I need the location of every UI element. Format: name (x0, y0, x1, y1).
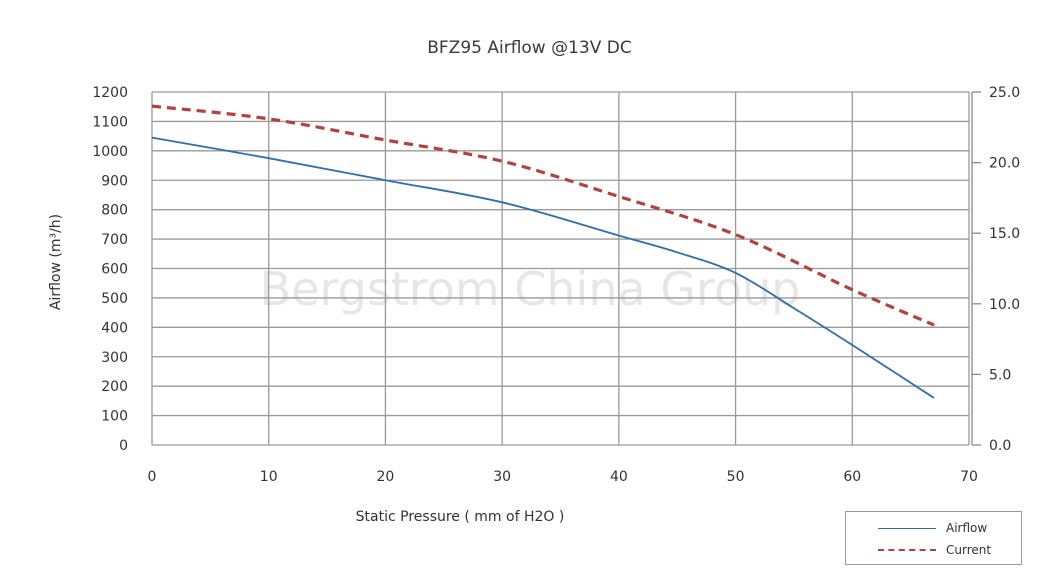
axes (971, 91, 981, 446)
y-tick-label: 900 (101, 173, 128, 189)
legend-label: Airflow (946, 521, 988, 535)
legend-item-current: Current (846, 540, 991, 560)
x-tick-label: 60 (843, 469, 861, 485)
y-axis-title: Airflow (m³/h) (48, 214, 64, 310)
y-tick-label: 700 (101, 232, 128, 248)
airflow-line (151, 136, 935, 399)
y-tick-label: 100 (101, 409, 128, 425)
y2-tick-label: 20.0 (989, 156, 1020, 172)
y2-tick-label: 10.0 (989, 297, 1020, 313)
grid-lines (151, 91, 970, 446)
legend-label: Current (946, 543, 992, 557)
x-tick-label: 50 (727, 469, 745, 485)
x-axis-title: Static Pressure ( mm of H2O ) (356, 509, 565, 525)
y-tick-label: 400 (101, 320, 128, 336)
y-tick-label: 500 (101, 291, 128, 307)
current-line (151, 104, 935, 327)
x-tick-label: 0 (148, 469, 157, 485)
y2-tick-label: 5.0 (989, 367, 1011, 383)
y-tick-label: 1100 (92, 114, 128, 130)
y2-tick-label: 0.0 (989, 438, 1011, 454)
dashed-line-swatch-icon (878, 549, 936, 551)
watermark-text: Bergstrom China Group (260, 262, 801, 316)
y-tick-label: 800 (101, 203, 128, 219)
x-tick-label: 70 (960, 469, 978, 485)
watermark: Bergstrom China Group (260, 262, 801, 316)
y2-tick-label: 15.0 (989, 226, 1020, 242)
chart-title: BFZ95 Airflow @13V DC (427, 38, 632, 58)
x-tick-label: 10 (260, 469, 278, 485)
legend-item-airflow: Airflow (846, 518, 987, 538)
y2-tick-label: 25.0 (989, 85, 1020, 101)
y-tick-label: 1000 (92, 144, 128, 160)
x-tick-label: 20 (377, 469, 395, 485)
series-lines (151, 104, 935, 399)
y-tick-label: 1200 (92, 85, 128, 101)
legend: Airflow Current (845, 511, 1022, 565)
x-tick-label: 30 (493, 469, 511, 485)
axis-labels: 0100200300400500600700800900100011001200… (48, 85, 1020, 525)
x-tick-label: 40 (610, 469, 628, 485)
y-tick-label: 200 (101, 379, 128, 395)
y-tick-label: 0 (119, 438, 128, 454)
y-tick-label: 600 (101, 262, 128, 278)
solid-line-swatch-icon (878, 527, 936, 529)
y-tick-label: 300 (101, 350, 128, 366)
